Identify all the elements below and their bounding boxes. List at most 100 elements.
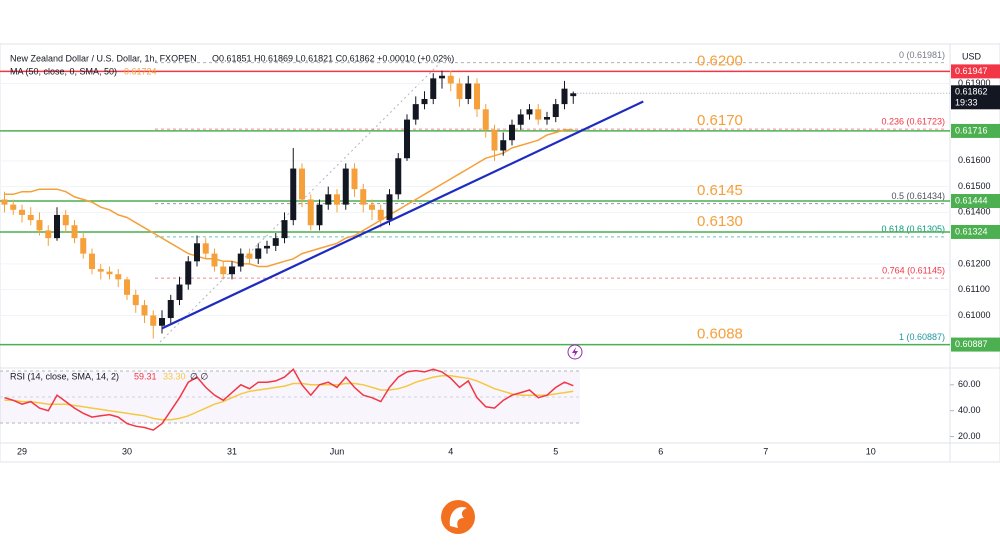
candle-body (421, 98, 428, 105)
candle-body (150, 315, 157, 326)
candle-body (535, 109, 542, 120)
candle-body (45, 230, 52, 239)
x-tick-label: 7 (763, 446, 768, 456)
candle-body (360, 189, 367, 205)
chart-title: New Zealand Dollar / U.S. Dollar, 1h, FX… (10, 53, 197, 63)
chart-frame (0, 43, 1000, 463)
candle-body (351, 168, 358, 190)
logo-dragon (449, 506, 467, 528)
candle-body (124, 279, 130, 295)
y-tick-label: 0.61200 (958, 258, 991, 268)
rsi-tick-label: 20.00 (958, 431, 981, 441)
rsi-extra: ∅ ∅ (190, 371, 208, 381)
candle-body (255, 248, 262, 259)
level-annotation: 0.6170 (697, 112, 743, 129)
fib-label: 1 (0.60887) (899, 332, 945, 342)
candle-body (377, 209, 384, 221)
x-tick-label: 6 (658, 446, 663, 456)
rsi-tick-label: 40.00 (958, 405, 981, 415)
price-tag (951, 194, 1000, 209)
candle-body (395, 158, 402, 195)
price-tag (951, 337, 1000, 352)
price-tag-label: 0.61716 (955, 125, 988, 135)
candle-body (500, 140, 507, 151)
candle-body (62, 214, 69, 226)
x-tick-label: 30 (122, 446, 132, 456)
fib-label: 0.5 (0.61434) (891, 191, 945, 201)
y-tick-label: 0.61500 (958, 181, 991, 191)
level-annotation: 0.6145 (697, 182, 743, 199)
candle-body (89, 253, 95, 270)
x-tick-label: Jun (330, 446, 345, 456)
level-annotation: 0.6088 (697, 326, 743, 343)
candle-body (369, 204, 375, 210)
candle-body (307, 199, 314, 226)
candle-body (482, 109, 489, 130)
last-price-tag (951, 85, 1000, 110)
candle-body (517, 114, 524, 125)
rsi-ma-value: 33.30 (163, 371, 186, 381)
ohlc: O0.61851 H0.61869 L0.61821 C0.61862 +0.0… (212, 53, 454, 63)
fib-label: 0.236 (0.61723) (881, 116, 945, 126)
fib-anchor (159, 62, 441, 343)
price-tag (951, 224, 1000, 239)
candle-body (430, 78, 437, 99)
price-tag (951, 123, 1000, 138)
price-tag-label: 0.61324 (955, 226, 988, 236)
fib-label: 0 (0.61981) (899, 50, 945, 60)
candle-body (412, 104, 419, 120)
candle-body (54, 214, 60, 239)
candle-body (544, 117, 550, 120)
candle-body (264, 245, 270, 249)
ma-legend: MA (50, close, 0, SMA, 50) (10, 66, 117, 76)
candle-body (185, 261, 192, 285)
candle-body (526, 109, 533, 115)
candle-body (167, 299, 174, 319)
candle-body (386, 194, 393, 221)
candle-body (570, 93, 577, 97)
candle-body (325, 194, 332, 205)
level-annotation: 0.6200 (697, 52, 743, 69)
rsi-ma-line (4, 375, 574, 421)
candle-body (27, 214, 34, 221)
candle-body (97, 269, 104, 272)
candle-body (159, 318, 165, 326)
candle-body (456, 83, 463, 99)
candle-body (176, 284, 183, 300)
fib-label: 0.764 (0.61145) (882, 265, 945, 275)
candle-body (316, 204, 323, 226)
candle-body (106, 271, 113, 275)
candle-body (194, 243, 200, 262)
x-tick-label: 5 (553, 446, 558, 456)
last-price-label: 0.61862 (955, 87, 988, 97)
candle-body (561, 88, 568, 105)
x-tick-label: 31 (227, 446, 237, 456)
candle-body (36, 220, 43, 231)
fib-label: 0.618 (0.61305) (881, 224, 945, 234)
candle-body (281, 220, 288, 239)
event-bolt (572, 347, 578, 357)
y-tick-label: 0.61400 (958, 207, 991, 217)
candle-body (290, 168, 297, 221)
currency: USD (962, 51, 982, 61)
x-tick-label: 29 (17, 446, 27, 456)
candle-body (491, 129, 498, 151)
logo (441, 500, 475, 534)
last-price-time: 19:33 (955, 98, 978, 108)
candle-body (132, 294, 139, 306)
rsi-line (4, 368, 574, 431)
y-tick-label: 0.61600 (958, 155, 991, 165)
x-tick-label: 10 (866, 446, 876, 456)
rsi-tick-label: 60.00 (958, 379, 981, 389)
x-tick-label: 4 (448, 446, 453, 456)
candle-body (1, 199, 8, 205)
candle-body (211, 253, 218, 267)
candle-body (115, 274, 122, 280)
rsi-value: 59.31 (134, 371, 157, 381)
level-annotation: 0.6130 (697, 213, 743, 230)
candle-body (299, 168, 305, 200)
ma-line (4, 129, 574, 268)
candle-body (202, 243, 209, 254)
candle-body (272, 238, 279, 246)
